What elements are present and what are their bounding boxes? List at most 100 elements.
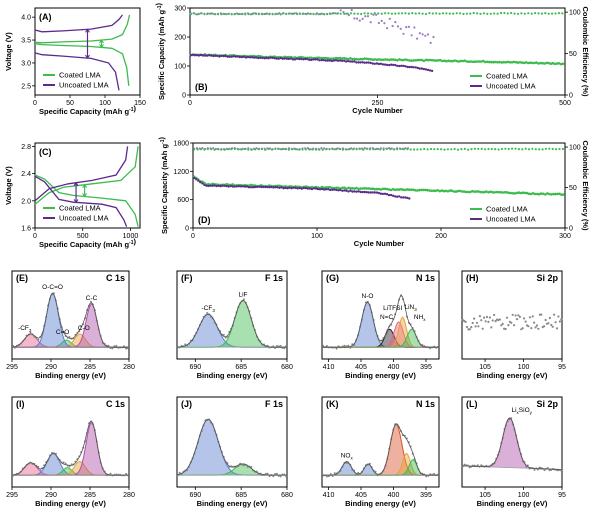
capacity-point-coated (477, 190, 480, 193)
ce-point-coated (352, 148, 355, 151)
peak-label: C-O (78, 325, 90, 332)
ce-point-coated (477, 147, 480, 150)
capacity-point-uncoated (285, 57, 289, 60)
fit-component-fill (177, 419, 287, 476)
capacity-point-uncoated (393, 195, 397, 198)
ce-point-coated (326, 12, 329, 16)
capacity-point-uncoated (201, 54, 205, 57)
plot-frame (461, 396, 563, 488)
x-tick-label: 690 (189, 364, 201, 371)
ce-point-coated (264, 12, 267, 15)
panel-E: 295 290 285 280 Binding energy (eV) C 1s (E) -C… (6, 270, 135, 380)
capacity-point-uncoated (373, 62, 376, 65)
data-point (481, 327, 484, 330)
capacity-point-uncoated (228, 55, 231, 58)
ce-point-uncoated (413, 26, 416, 29)
text-span: Specific Capacity ( (160, 167, 169, 234)
capacity-point-uncoated (381, 192, 385, 196)
ce-point-coated (392, 148, 395, 151)
ce-point-uncoated (366, 15, 370, 18)
y2-axis-label: Coulombic Efficiency (%) (581, 140, 590, 231)
ce-point-coated (345, 148, 348, 151)
ce-point-coated (260, 147, 263, 151)
capacity-point-uncoated (398, 195, 401, 198)
panel-label: (I) (16, 399, 25, 409)
ce-point-uncoated (388, 17, 391, 20)
fit-component-fill (322, 329, 439, 348)
ce-point-coated (431, 12, 434, 15)
ce-point-coated (257, 12, 260, 15)
data-point (474, 325, 477, 328)
y-tick-label: 2.4 (21, 171, 31, 178)
ce-point-uncoated (386, 27, 389, 30)
ce-point-coated (339, 12, 342, 15)
capacity-point-uncoated (424, 68, 428, 71)
x-tick-label: 105 (479, 364, 491, 371)
fit-envelope (11, 292, 129, 348)
y-axis-label: Voltage (V) (4, 166, 13, 205)
capacity-point-coated (396, 59, 399, 62)
capacity-point-coated (477, 60, 481, 63)
data-point (556, 469, 559, 472)
data-point (345, 461, 348, 464)
data-point (534, 326, 537, 329)
ce-point-coated (517, 148, 521, 151)
ce-point-coated (407, 12, 410, 15)
ce-point-coated (341, 148, 345, 151)
ce-point-coated (291, 12, 295, 15)
capacity-point-uncoated (291, 58, 295, 61)
data-point (13, 346, 16, 349)
capacity-point-coated (502, 60, 506, 64)
capacity-point-coated (467, 60, 471, 63)
ce-point-coated (237, 148, 240, 151)
capacity-point-coated (531, 192, 535, 195)
ce-point-coated (531, 147, 534, 150)
capacity-point-coated (432, 189, 436, 192)
plot-frame (34, 7, 141, 96)
data-point (488, 316, 491, 319)
legend-entry: Uncoated LMA (59, 214, 109, 223)
x-axis-label: Binding energy (eV) (345, 499, 416, 508)
capacity-point-coated (369, 57, 373, 61)
capacity-point-uncoated (422, 67, 426, 71)
capacity-point-coated (373, 187, 377, 191)
ce-point-coated (544, 12, 547, 15)
data-point (178, 471, 181, 474)
ce-point-coated (399, 147, 402, 151)
ce-point-coated (513, 12, 516, 15)
data-point (465, 325, 469, 329)
fit-component-fill (177, 314, 287, 348)
ce-point-coated (216, 147, 219, 151)
ce-point-coated (514, 147, 517, 150)
y-tick-label: 600 (177, 197, 189, 204)
text-span: LiTFSI (383, 305, 402, 312)
plot-frame (176, 270, 288, 360)
peak-label: NOx (341, 453, 354, 461)
x-tick-label: 280 (123, 364, 135, 371)
capacity-point-coated (447, 59, 450, 63)
ce-point-coated (287, 148, 290, 151)
capacity-point-uncoated (408, 197, 411, 200)
x-tick-label: 400 (388, 492, 400, 499)
data-point (473, 317, 476, 320)
x-axis-label: Binding energy (eV) (197, 371, 268, 380)
ce-point-coated (452, 12, 455, 15)
arrow-head (99, 44, 104, 49)
capacity-point-uncoated (260, 185, 263, 189)
ce-point-coated (516, 12, 520, 15)
y-tick-label: 200 (174, 35, 186, 42)
capacity-point-coated (391, 187, 395, 191)
capacity-point-coated (432, 59, 436, 62)
ce-point-coated (421, 12, 424, 15)
capacity-point-uncoated (255, 185, 259, 189)
text-span: Voltage (V) (4, 32, 13, 71)
plot-frame (192, 142, 566, 229)
capacity-point-coated (487, 191, 490, 194)
data-point (505, 316, 509, 319)
capacity-point-uncoated (296, 187, 299, 190)
ce-point-uncoated (375, 13, 378, 16)
panel-label: (E) (16, 273, 28, 283)
y-tick-label: 3.0 (21, 60, 31, 67)
data-point (491, 319, 494, 322)
capacity-point-coated (385, 58, 389, 61)
